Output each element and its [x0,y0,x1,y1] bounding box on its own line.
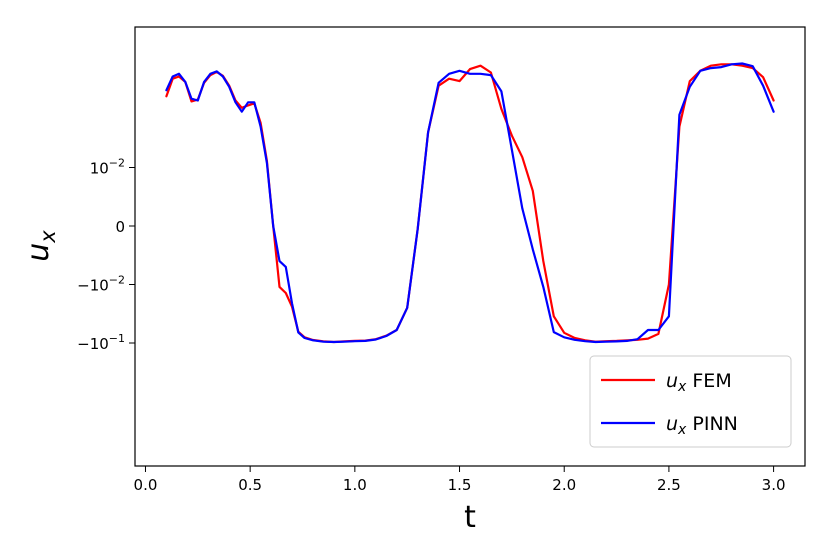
legend-label-pinn-base: u [666,413,678,435]
x-tick-label: 1.5 [448,476,472,494]
y-tick-label: −10−1 [77,332,125,353]
x-tick-label: 2.5 [657,476,681,494]
x-tick-label: 0.5 [238,476,262,494]
y-axis-label: ux [21,230,60,262]
y-tick-label: 10−2 [90,157,125,178]
x-axis: 0.0 0.5 1.0 1.5 2.0 2.5 3.0 [134,466,786,494]
legend-label-fem-sub: x [677,379,687,395]
plot-frame [134,26,806,467]
svg-text:ux FEM: ux FEM [666,370,732,395]
legend: ux FEM ux PINN [589,355,792,448]
x-tick-label: 1.0 [343,476,367,494]
x-tick-label: 2.0 [552,476,576,494]
legend-label-pinn-sub: x [677,422,687,438]
legend-entry-pinn: ux PINN [601,413,738,438]
x-tick-label: 3.0 [762,476,786,494]
svg-text:ux: ux [21,230,60,262]
legend-label-fem-base: u [666,370,678,392]
series-line-pinn [165,62,775,344]
x-tick-label: 0.0 [134,476,158,494]
svg-text:ux PINN: ux PINN [666,413,738,438]
y-tick-label: −10−2 [77,274,125,295]
series-layer [165,62,775,344]
legend-label-fem-text: FEM [686,370,731,392]
x-axis-label: t [464,500,476,535]
y-axis-label-base: u [21,243,56,262]
y-axis-label-sub: x [36,230,60,244]
y-tick-label: 0 [115,218,125,236]
legend-box [589,355,792,448]
y-axis: 10−2 0 −10−2 −10−1 [77,157,135,353]
legend-label-pinn-text: PINN [686,413,738,435]
legend-entry-fem: ux FEM [601,370,732,395]
